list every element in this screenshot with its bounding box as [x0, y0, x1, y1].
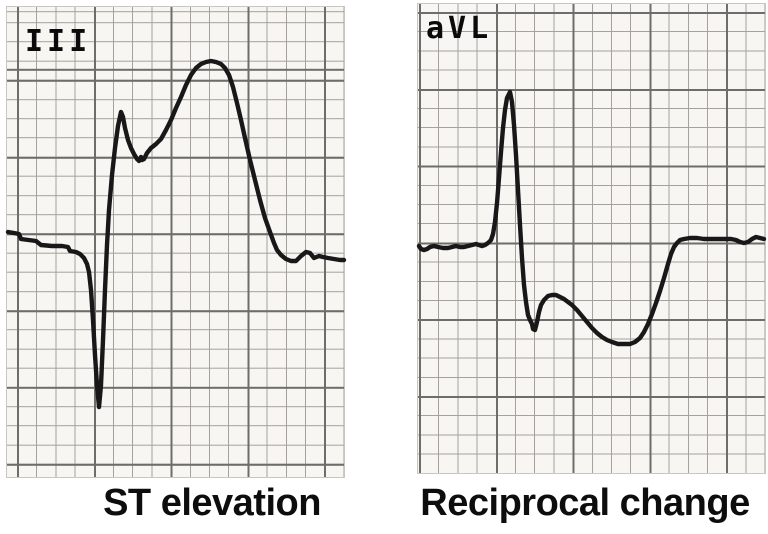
- lead-label-avl: aVL: [426, 11, 493, 46]
- caption-st-elevation: ST elevation: [103, 482, 321, 524]
- caption-reciprocal-change: Reciprocal change: [420, 482, 750, 524]
- lead-label-iii: III: [25, 24, 92, 59]
- ecg-panel-lead-avl: [417, 3, 766, 474]
- ecg-panel-lead-iii: [6, 6, 345, 478]
